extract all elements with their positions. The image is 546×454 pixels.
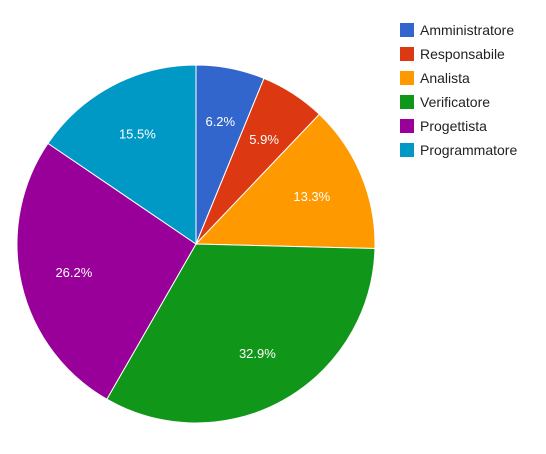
pie-slice-analista[interactable] [194,113,376,250]
slice-percent-label: 5.9% [249,132,279,147]
legend-swatch [400,23,414,37]
slice-percent-label: 13.3% [293,189,330,204]
legend-entry-label[interactable]: Progettista [420,118,487,134]
legend-entry-label[interactable]: Responsabile [420,46,505,62]
legend-swatch [400,47,414,61]
pie-slice-progettista[interactable] [16,142,197,400]
legend-swatch [400,71,414,85]
legend-swatch [400,119,414,133]
pie-slices [16,64,376,424]
pie-slice-programmatore[interactable] [47,64,197,245]
pie-slice-verificatore[interactable] [106,243,376,424]
legend-entry-label[interactable]: Verificatore [420,94,490,110]
legend-swatch [400,95,414,109]
slice-percent-label: 6.2% [205,114,235,129]
slice-percent-label: 32.9% [239,346,276,361]
legend: Amministratore Responsabile Analista Verifi… [400,22,517,158]
slice-percent-label: 15.5% [119,126,156,141]
slice-percent-label: 26.2% [55,265,92,280]
legend-entry-label[interactable]: Analista [420,70,470,86]
legend-entry-label[interactable]: Amministratore [420,22,514,38]
legend-entry-label[interactable]: Programmatore [420,142,517,158]
pie-labels: 6.2% 5.9% 13.3% 32.9% 26.2% 15.5% [55,114,330,361]
legend-swatch [400,143,414,157]
